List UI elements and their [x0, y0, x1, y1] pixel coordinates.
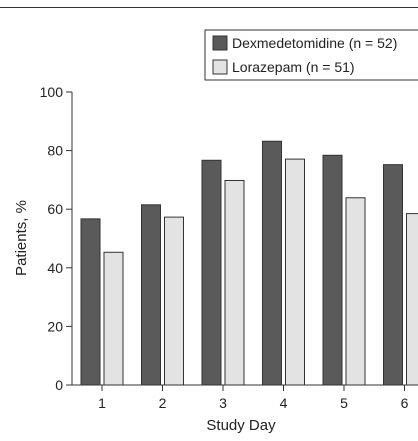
y-tick-label: 0 [55, 377, 63, 393]
bar-lorazepam-day-1 [103, 251, 124, 386]
x-tick-label: 5 [340, 395, 348, 411]
x-axis: 1 2 3 4 5 6 [66, 384, 418, 411]
x-tick-label: 1 [98, 395, 106, 411]
y-tick-label: 20 [47, 318, 63, 334]
x-tick-label: 4 [280, 395, 288, 411]
bar-dexmedetomidine-day-3 [201, 159, 222, 386]
legend: Dexmedetomidine (n = 52) Lorazepam (n = … [204, 29, 418, 81]
y-tick-label: 80 [47, 143, 63, 159]
y-axis: 0 20 40 60 80 100 [40, 84, 73, 393]
bar-dexmedetomidine-day-5 [322, 154, 343, 386]
bar-dexmedetomidine-day-2 [141, 204, 161, 386]
legend-label-dexmedetomidine: Dexmedetomidine (n = 52) [232, 35, 397, 51]
legend-label-lorazepam: Lorazepam (n = 51) [232, 59, 355, 75]
bar-dexmedetomidine-day-6 [383, 164, 403, 386]
bar-dexmedetomidine-day-4 [262, 140, 282, 386]
y-tick-label: 100 [40, 84, 64, 100]
y-tick-label: 40 [47, 260, 63, 276]
legend-swatch-dexmedetomidine [212, 35, 228, 51]
legend-swatch-lorazepam [212, 59, 228, 75]
legend-box [204, 29, 418, 81]
x-tick-label: 2 [159, 395, 167, 411]
y-tick-label: 60 [47, 201, 63, 217]
bar-lorazepam-day-4 [285, 158, 305, 386]
bar-lorazepam-day-6 [406, 213, 418, 386]
bar-lorazepam-day-3 [224, 179, 245, 386]
bar-dexmedetomidine-day-1 [80, 218, 101, 386]
y-axis-title: Patients, % [13, 200, 30, 276]
x-tick-label: 3 [219, 395, 227, 411]
bar-lorazepam-day-2 [164, 216, 184, 386]
bar-lorazepam-day-5 [345, 197, 366, 386]
x-axis-title: Study Day [206, 417, 276, 434]
bars [80, 140, 418, 386]
x-tick-label: 6 [401, 395, 409, 411]
